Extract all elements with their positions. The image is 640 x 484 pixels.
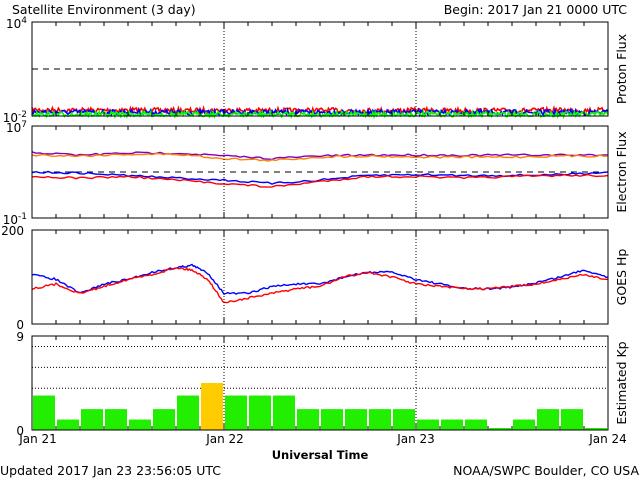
kp-bar: [105, 409, 127, 430]
panel-4: 9 0 Estimated Kp: [16, 330, 629, 438]
panel-1: 104 10-2 Proton Flux: [3, 16, 629, 125]
kp-bar: [441, 419, 463, 430]
kp-bar: [417, 419, 439, 430]
series-line: [31, 263, 609, 295]
kp-bar: [225, 395, 247, 430]
kp-bar: [249, 395, 271, 430]
y-tick-label: 200: [1, 224, 24, 238]
kp-bar: [81, 409, 103, 430]
x-tick-label: Jan 24: [588, 432, 627, 446]
y-axis-label: Electron Flux: [614, 131, 629, 212]
series-line: [31, 173, 609, 188]
kp-bar: [585, 428, 607, 430]
y-tick-label: 0: [16, 424, 24, 438]
kp-bar: [297, 409, 319, 430]
kp-bar: [345, 409, 367, 430]
kp-bar: [153, 409, 175, 430]
x-tick-label: Jan 22: [205, 432, 244, 446]
series-line: [31, 151, 609, 161]
kp-bar: [537, 409, 559, 430]
x-axis-label: Universal Time: [272, 448, 369, 462]
kp-bar: [393, 409, 415, 430]
panel-frame: [31, 229, 609, 325]
kp-bar: [201, 383, 223, 430]
kp-bar: [561, 409, 583, 430]
x-tick-labels: Jan 21 Jan 22 Jan 23 Jan 24: [18, 432, 627, 446]
series-line: [31, 170, 609, 185]
y-tick-label: 0: [16, 318, 24, 332]
kp-bar: [57, 419, 79, 430]
panel-3: 200 0 GOES Hp: [1, 224, 629, 332]
y-tick-label: 104: [6, 16, 27, 31]
updated-time: Updated 2017 Jan 23 23:56:05 UTC: [0, 463, 221, 478]
y-tick-label: 9: [16, 330, 24, 344]
y-axis-label: Estimated Kp: [614, 341, 629, 424]
y-tick-label: 10-1: [3, 212, 27, 227]
credit: NOAA/SWPC Boulder, CO USA: [453, 463, 639, 478]
panel-2: 107 10-1 Electron Flux: [3, 120, 629, 227]
y-tick-label: 10-2: [3, 110, 27, 125]
kp-bar: [33, 395, 55, 430]
kp-bar: [177, 395, 199, 430]
y-tick-label: 107: [6, 120, 27, 135]
x-tick-label: Jan 21: [18, 432, 57, 446]
kp-bar: [489, 428, 511, 430]
chart-title: Satellite Environment (3 day): [12, 2, 196, 17]
y-axis-label: Proton Flux: [614, 34, 629, 104]
kp-bar: [369, 409, 391, 430]
x-tick-label: Jan 23: [396, 432, 435, 446]
kp-bar: [129, 419, 151, 430]
kp-bar: [321, 409, 343, 430]
kp-bar: [273, 395, 295, 430]
panels: 104 10-2 Proton Flux 107 10-1 Electron Flux 20…: [1, 16, 629, 438]
series-line: [31, 152, 609, 162]
kp-bar: [513, 419, 535, 430]
series-line: [31, 267, 609, 304]
kp-bar: [465, 419, 487, 430]
begin-time: Begin: 2017 Jan 21 0000 UTC: [444, 2, 628, 17]
y-axis-label: GOES Hp: [614, 249, 629, 306]
